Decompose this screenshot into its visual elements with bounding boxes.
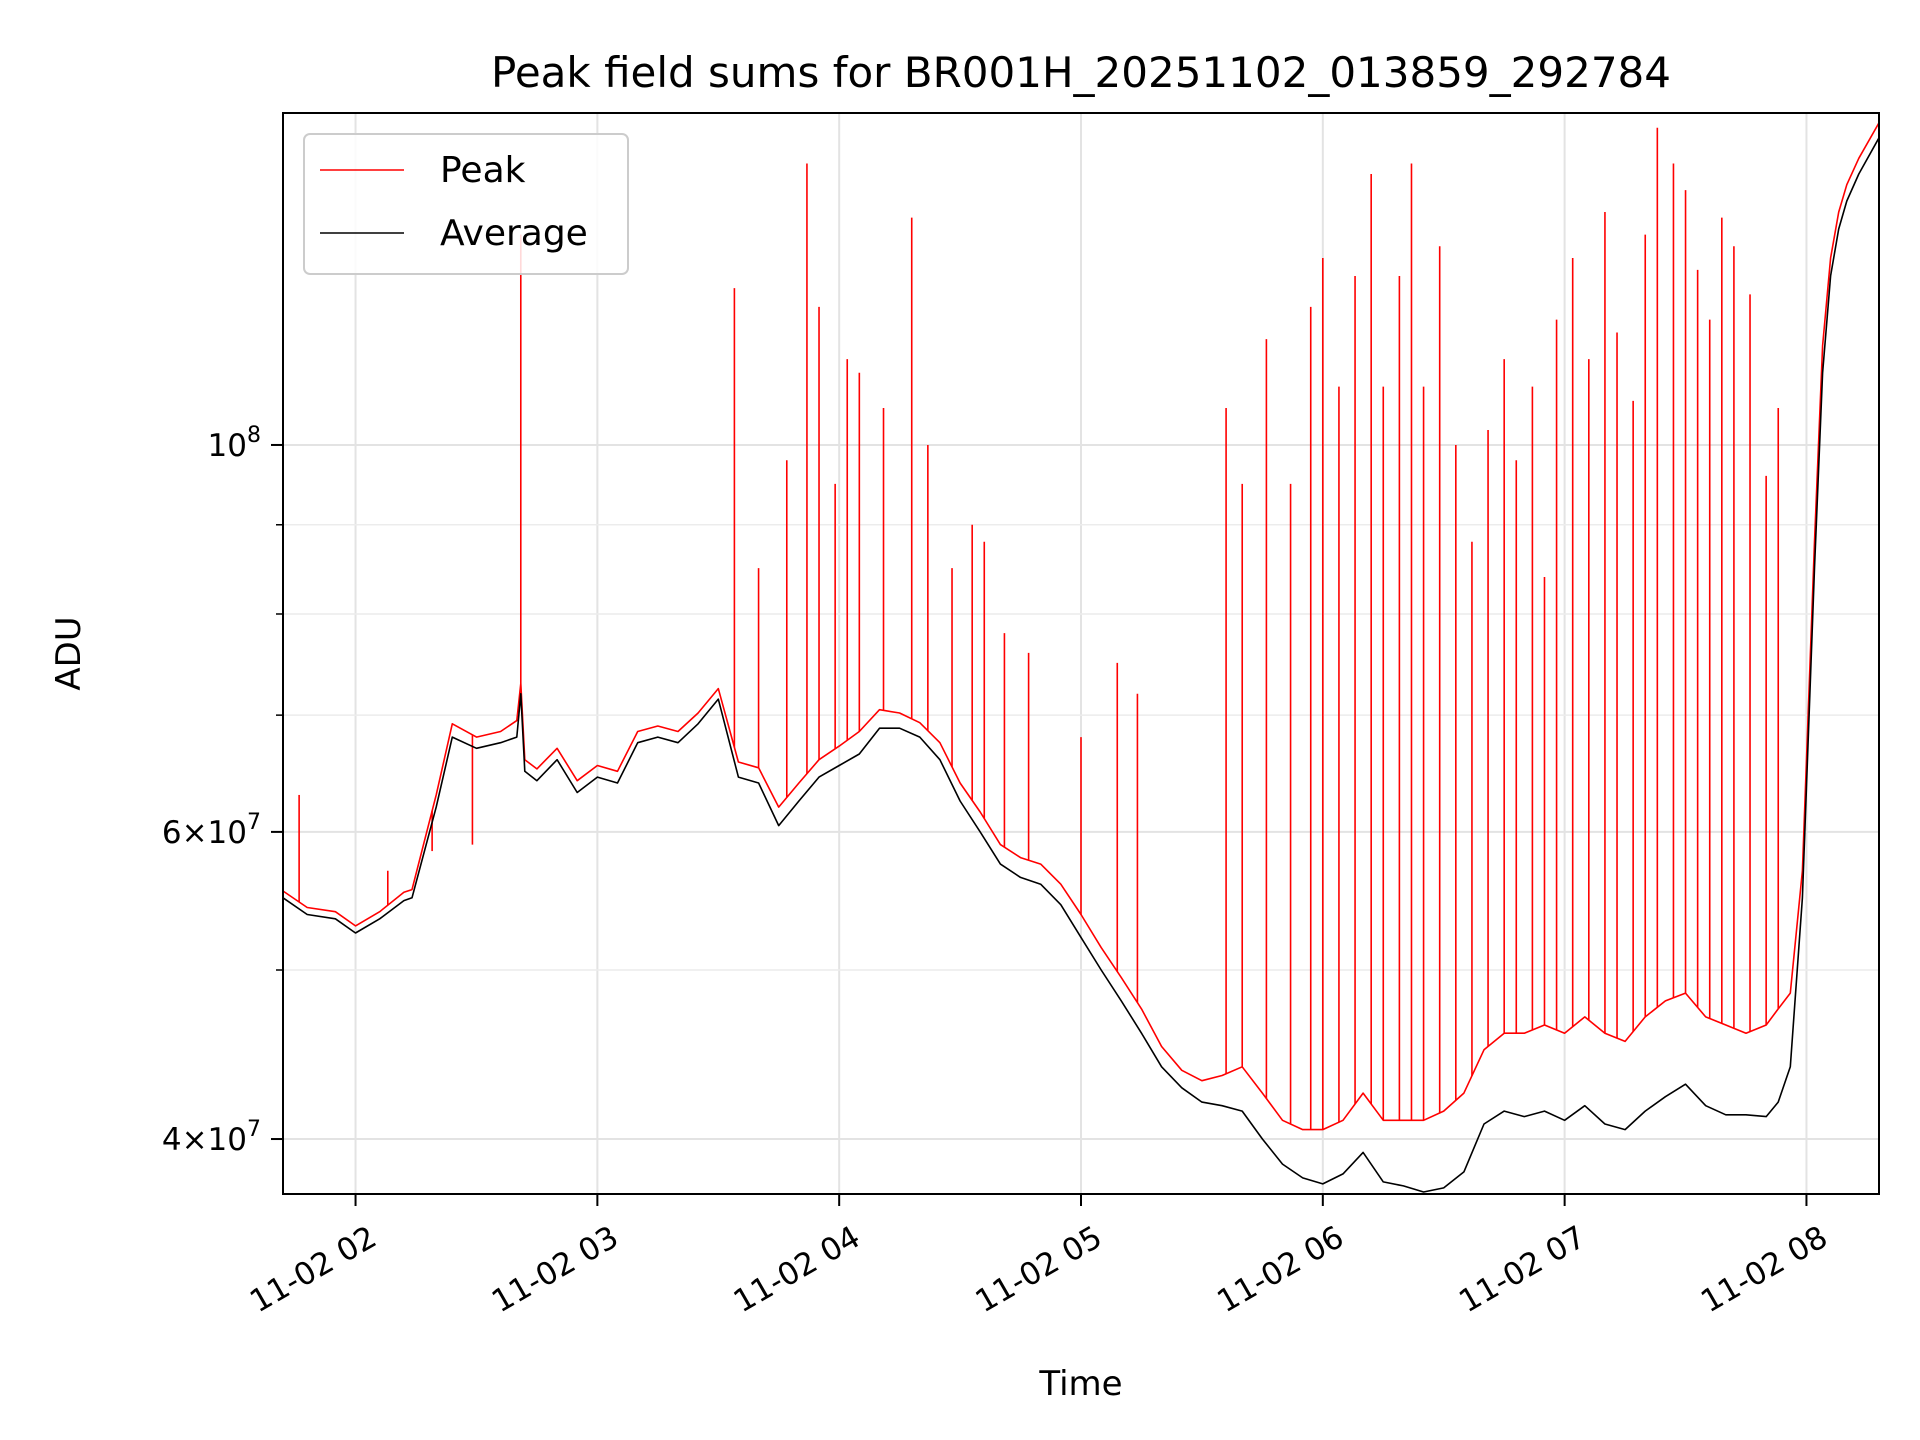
y-tick-label-times: × xyxy=(182,1122,208,1158)
y-tick-label-exponent: 8 xyxy=(247,423,261,448)
y-tick-label-base: 4 xyxy=(162,1122,182,1158)
chart-title: Peak field sums for BR001H_20251102_0138… xyxy=(491,48,1671,97)
y-tick-label: 4×107 xyxy=(162,1117,261,1158)
y-tick-label-ten: 10 xyxy=(208,428,247,464)
plot-layer xyxy=(282,122,1880,1193)
x-axis-title: Time xyxy=(1038,1364,1122,1404)
y-tick-label-ten: 10 xyxy=(208,815,247,851)
series-average-line xyxy=(282,137,1880,1193)
y-tick-label-times: × xyxy=(182,815,208,851)
legend-average-label: Average xyxy=(440,213,588,254)
legend-peak-label: Peak xyxy=(440,150,526,191)
y-tick-label-ten: 10 xyxy=(208,1122,247,1158)
legend-box xyxy=(303,133,629,275)
y-tick-label-exponent: 7 xyxy=(247,810,261,835)
y-tick-label: 6×107 xyxy=(162,810,261,851)
y-tick-label-exponent: 7 xyxy=(247,1117,261,1142)
series-peak-line xyxy=(282,122,1880,1131)
y-tick-label-base: 6 xyxy=(162,815,182,851)
legend: Peak Average xyxy=(303,133,629,275)
y-tick-label: 108 xyxy=(208,423,261,464)
y-axis-title: ADU xyxy=(49,616,89,690)
